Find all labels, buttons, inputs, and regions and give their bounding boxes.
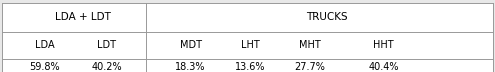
Text: TRUCKS: TRUCKS: [306, 12, 347, 22]
Text: 18.3%: 18.3%: [175, 62, 206, 72]
Text: HHT: HHT: [373, 40, 394, 50]
Text: 40.4%: 40.4%: [368, 62, 399, 72]
Text: 59.8%: 59.8%: [29, 62, 60, 72]
Text: 13.6%: 13.6%: [235, 62, 265, 72]
Text: 27.7%: 27.7%: [294, 62, 325, 72]
Text: LDT: LDT: [97, 40, 116, 50]
Text: LDA + LDT: LDA + LDT: [55, 12, 111, 22]
Text: LDA: LDA: [35, 40, 54, 50]
Text: LHT: LHT: [241, 40, 259, 50]
Text: 40.2%: 40.2%: [91, 62, 122, 72]
Text: MDT: MDT: [180, 40, 201, 50]
Text: MHT: MHT: [298, 40, 320, 50]
